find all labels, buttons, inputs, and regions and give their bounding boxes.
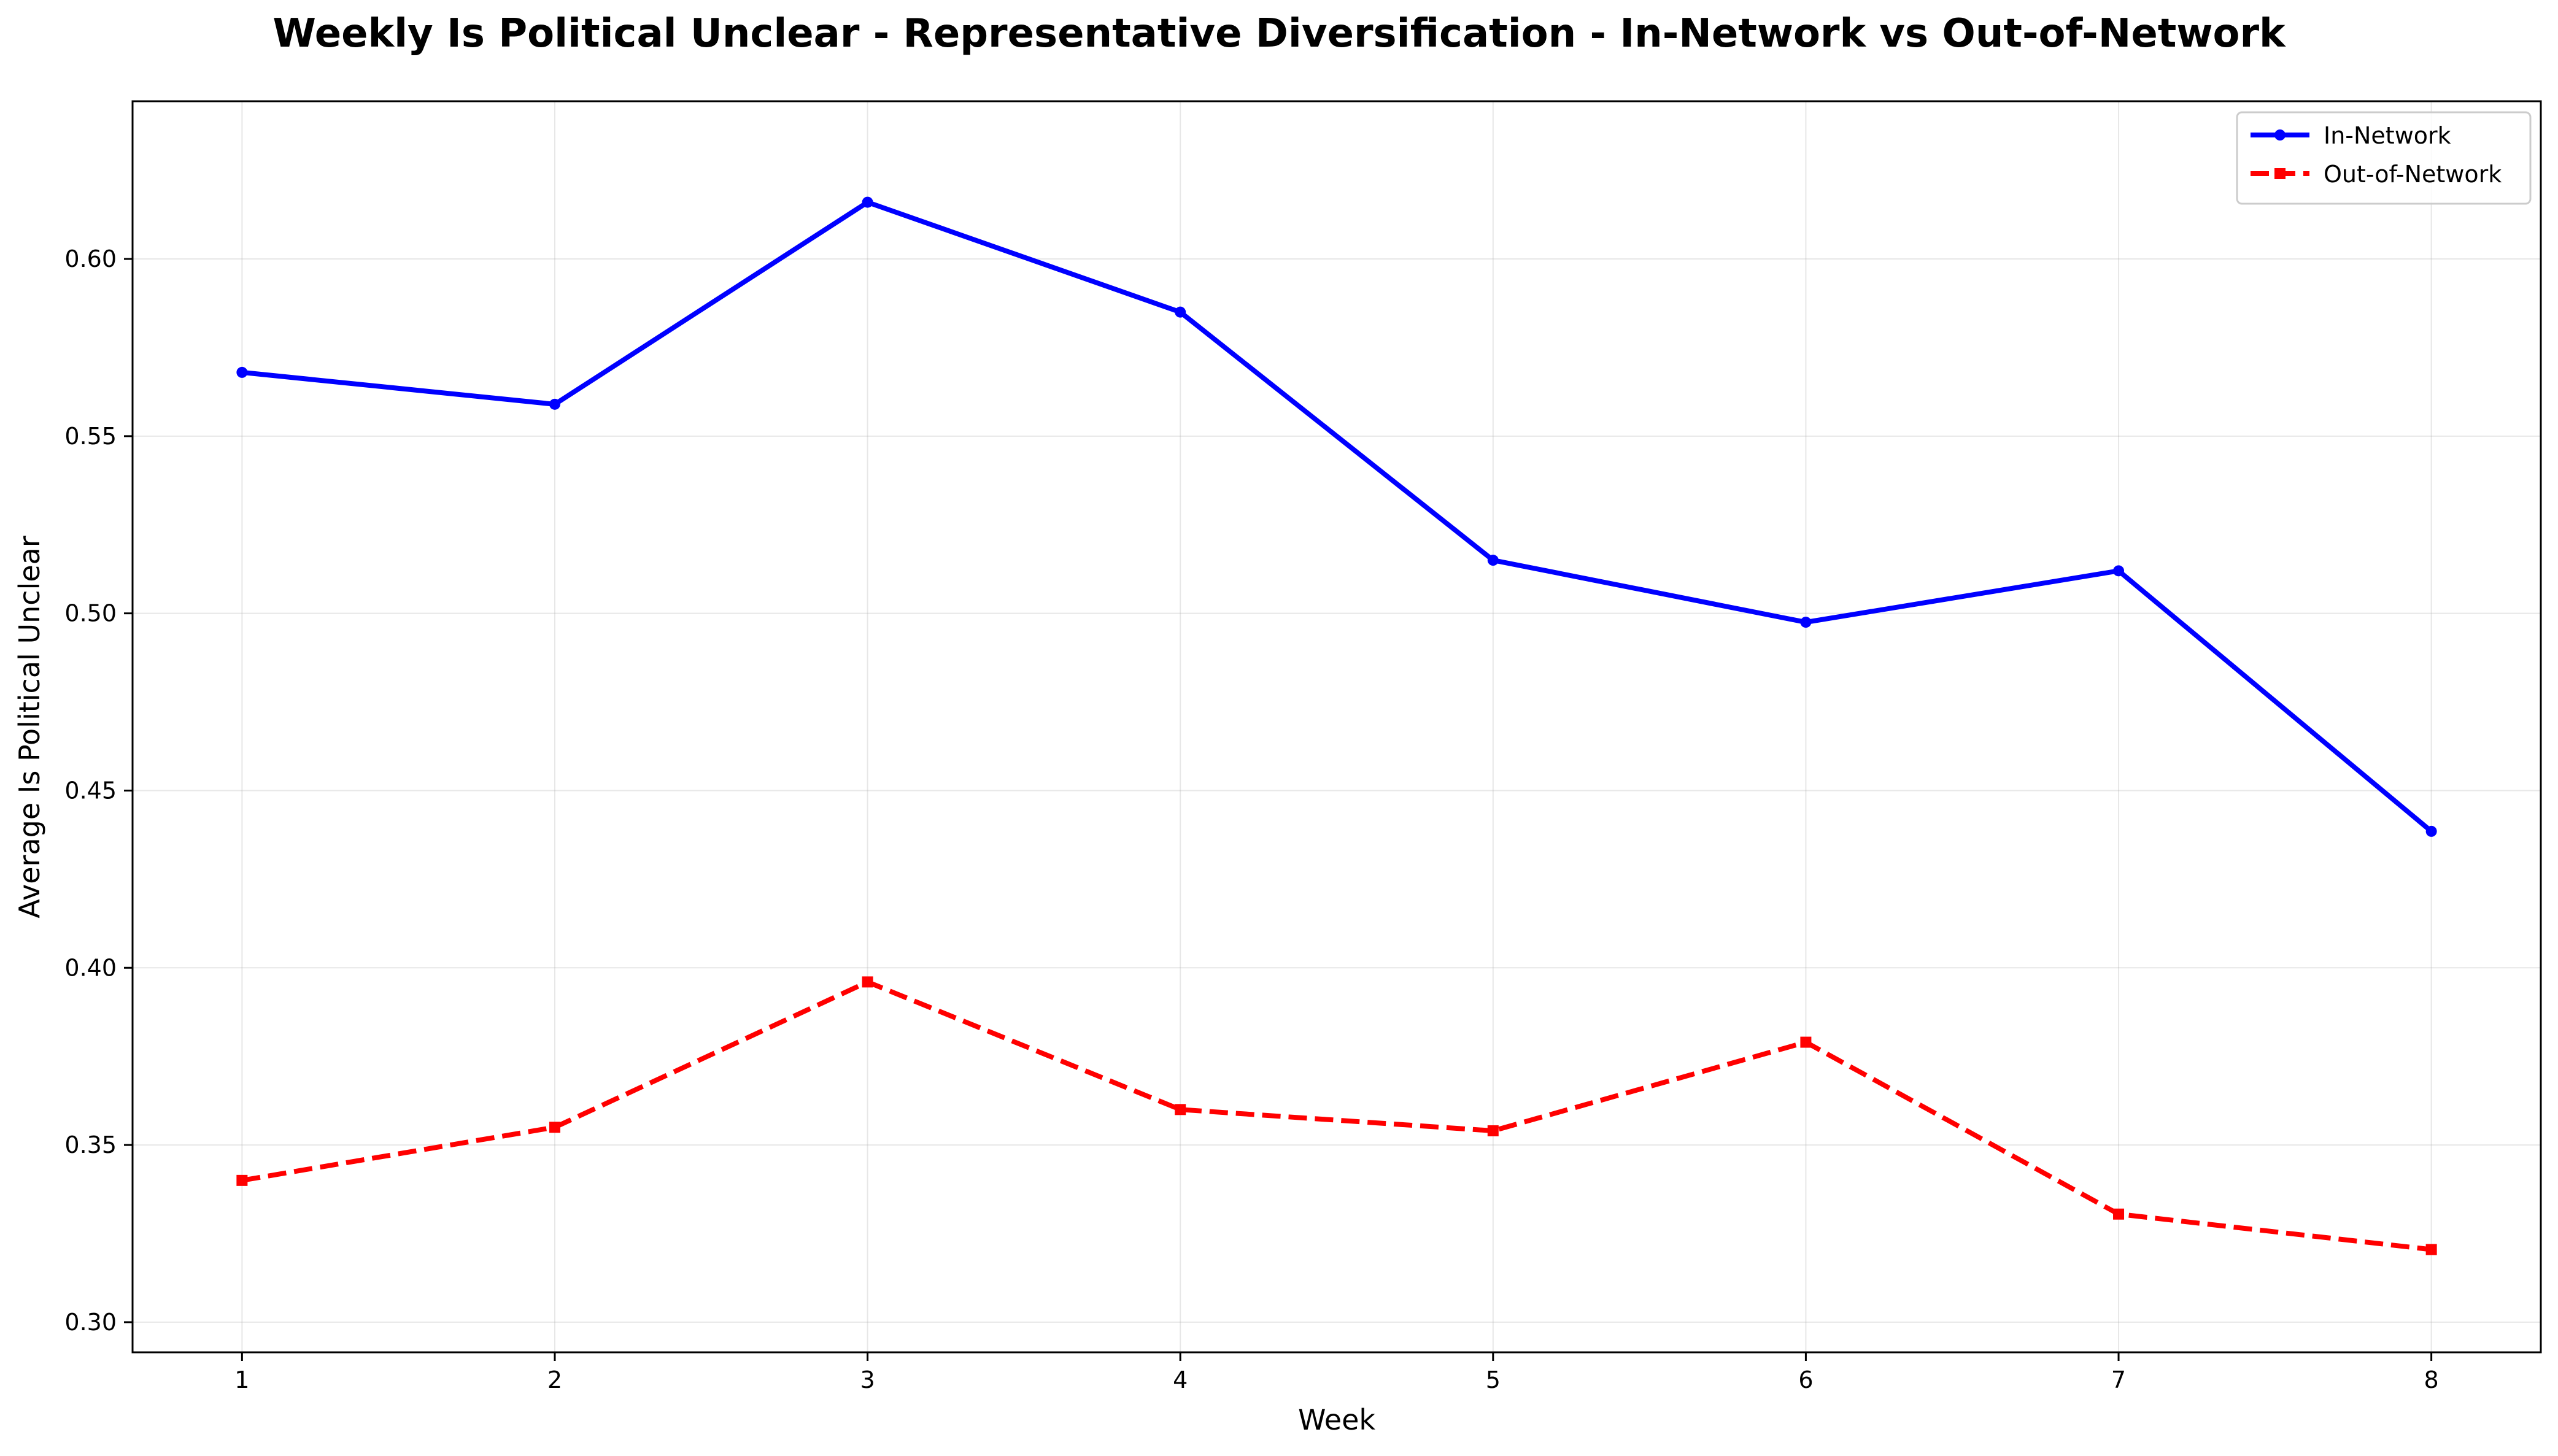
series-line-in-network — [241, 199, 2433, 833]
y-tick-label: 0.35 — [64, 1131, 117, 1158]
y-tick-label: 0.60 — [64, 245, 117, 272]
legend: In-Network Out-of-Network — [2236, 111, 2532, 205]
data-point-out-of-network — [1800, 1036, 1812, 1048]
data-point-in-network — [236, 366, 248, 378]
data-point-in-network — [1800, 617, 1812, 628]
data-point-out-of-network — [2425, 1244, 2437, 1255]
x-axis-label: Week — [1298, 1403, 1375, 1436]
data-point-out-of-network — [549, 1122, 560, 1133]
x-tick-label: 6 — [1798, 1366, 1813, 1393]
y-tick-label: 0.55 — [64, 423, 117, 450]
y-axis-ticks: 0.30 0.35 0.40 0.45 0.50 0.55 0.60 — [64, 245, 133, 1336]
legend-box — [2236, 111, 2532, 205]
series-line-out-of-network — [241, 979, 2432, 1252]
y-tick-label: 0.50 — [64, 600, 117, 627]
data-point-out-of-network — [1175, 1104, 1186, 1115]
y-tick-label: 0.40 — [64, 954, 117, 981]
legend-marker-in-network — [2274, 129, 2286, 141]
data-point-in-network — [862, 196, 873, 208]
x-tick-label: 7 — [2111, 1366, 2126, 1393]
grid-lines — [133, 101, 2541, 1352]
data-point-in-network — [1175, 306, 1186, 318]
x-tick-label: 4 — [1173, 1366, 1188, 1393]
y-tick-label: 0.30 — [64, 1309, 117, 1336]
x-tick-label: 5 — [1486, 1366, 1501, 1393]
legend-label-out-of-network: Out-of-Network — [2324, 161, 2502, 188]
legend-marker-out-of-network — [2274, 168, 2286, 179]
chart-title: Weekly Is Political Unclear - Representa… — [272, 11, 2286, 56]
legend-item-in-network: In-Network — [2251, 122, 2451, 149]
data-point-out-of-network — [236, 1174, 248, 1186]
x-tick-label: 1 — [234, 1366, 249, 1393]
x-axis-ticks: 1 2 3 4 5 6 7 8 — [234, 1352, 2439, 1393]
data-point-in-network — [549, 398, 560, 410]
series-group — [236, 196, 2437, 1255]
y-tick-label: 0.45 — [64, 777, 117, 804]
data-point-in-network — [1487, 555, 1499, 566]
legend-item-out-of-network: Out-of-Network — [2251, 161, 2502, 188]
x-tick-label: 2 — [547, 1366, 562, 1393]
x-tick-label: 3 — [860, 1366, 875, 1393]
data-point-in-network — [2425, 825, 2437, 837]
data-point-in-network — [2113, 565, 2125, 577]
data-point-out-of-network — [1487, 1125, 1499, 1136]
data-point-out-of-network — [2113, 1208, 2125, 1220]
x-tick-label: 8 — [2424, 1366, 2439, 1393]
legend-label-in-network: In-Network — [2324, 122, 2451, 149]
plot-area-frame — [131, 100, 2542, 1354]
y-axis-label: Average Is Political Unclear — [13, 536, 46, 919]
data-point-out-of-network — [862, 976, 873, 988]
